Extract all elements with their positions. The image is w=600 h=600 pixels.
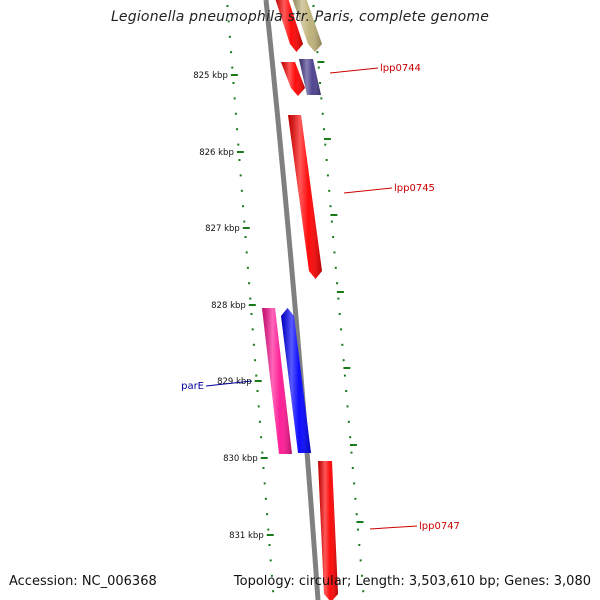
gene-label-parE: parE [181, 381, 204, 392]
scale-label: 828 kbp [211, 301, 246, 311]
gene-leader-line [343, 187, 393, 194]
gene-leader-line [329, 67, 379, 74]
scale-label: 827 kbp [205, 224, 240, 234]
scale-label: 826 kbp [199, 148, 234, 158]
scale-label: 830 kbp [223, 454, 258, 464]
genome-summary-text: Topology: circular; Length: 3,503,610 bp… [233, 574, 591, 589]
gene-red-small-shading [281, 62, 305, 96]
gene-lpp0745-shading [288, 115, 322, 279]
scale-label: 829 kbp [217, 377, 252, 387]
scale-label: 831 kbp [229, 531, 264, 541]
gene-labels: lpp0744 lpp0745 parE lpp0747 [181, 63, 460, 532]
gene-parE-shading [281, 308, 311, 453]
gene-leader-line [205, 380, 253, 387]
accession-text: Accession: NC_006368 [9, 574, 157, 589]
genome-backbone [263, 0, 321, 600]
gene-red-top-shading [275, 0, 303, 52]
gene-purple-shading [299, 59, 321, 95]
gene-pink-shading [262, 308, 292, 454]
gene-label-lpp0747: lpp0747 [419, 521, 460, 532]
scale-ticks-outer [312, 5, 365, 593]
gene-khaki-top-shading [292, 0, 322, 52]
map-title: Legionella pneumophila str. Paris, compl… [110, 9, 490, 25]
scale-labels: 825 kbp 826 kbp 827 kbp 828 kbp 829 kbp 830 k… [193, 71, 264, 541]
gene-features [262, 0, 338, 600]
gene-lpp0747-shading [318, 461, 338, 600]
scale-ticks-inner [226, 5, 275, 593]
gene-label-lpp0744: lpp0744 [380, 63, 421, 74]
gene-label-lpp0745: lpp0745 [394, 183, 435, 194]
scale-label: 825 kbp [193, 71, 228, 81]
gene-leader-line [369, 525, 418, 530]
